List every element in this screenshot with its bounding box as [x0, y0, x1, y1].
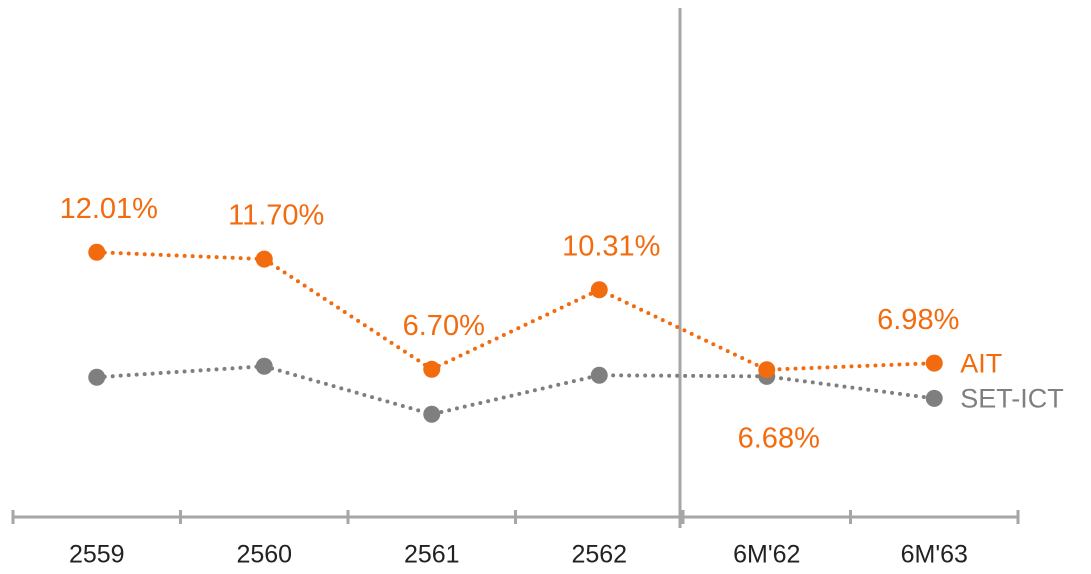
point — [758, 361, 776, 379]
point — [423, 405, 441, 423]
x-tick-label: 2562 — [571, 541, 627, 569]
series-line — [94, 364, 937, 417]
x-tick-label: 2561 — [404, 541, 460, 569]
value-label: 6.68% — [738, 422, 820, 454]
value-label: 11.70% — [228, 200, 324, 232]
point — [255, 357, 273, 375]
legend-label: SET-ICT — [960, 384, 1064, 414]
point — [88, 243, 106, 261]
point — [925, 389, 943, 407]
point — [925, 354, 943, 372]
point — [88, 368, 106, 386]
value-label: 10.31% — [562, 230, 660, 262]
point — [590, 366, 608, 384]
point — [255, 250, 273, 268]
x-tick-label: 6M'63 — [901, 541, 968, 569]
value-label: 6.70% — [403, 310, 485, 342]
series-line — [94, 250, 937, 372]
legend-label: AIT — [960, 348, 1002, 378]
point — [423, 360, 441, 378]
value-label: 6.98% — [877, 304, 959, 336]
point — [590, 281, 608, 299]
value-label: 12.01% — [60, 193, 158, 225]
x-tick-label: 2560 — [236, 541, 292, 569]
x-tick-label: 6M'62 — [733, 541, 800, 569]
x-tick-label: 2559 — [69, 541, 125, 569]
